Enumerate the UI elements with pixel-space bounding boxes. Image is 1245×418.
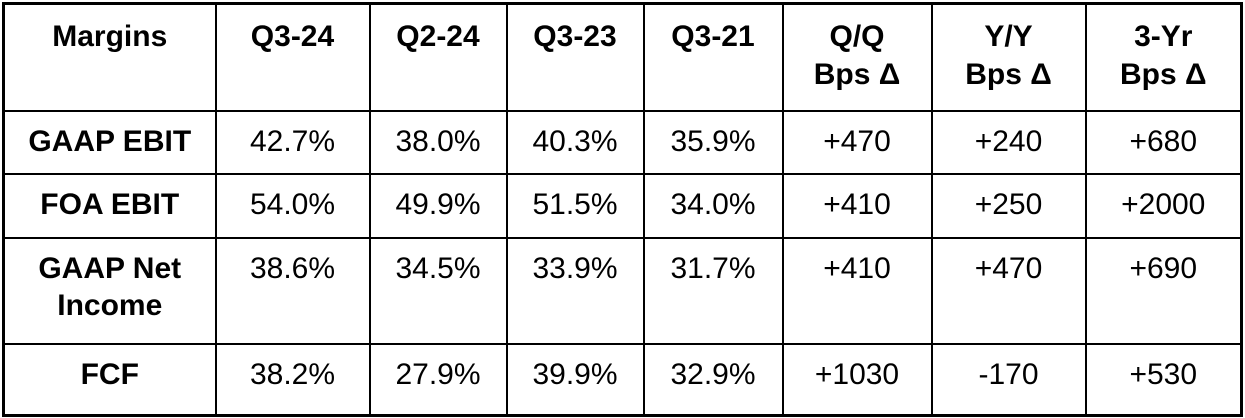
table-cell: +250 [930,172,1087,239]
table-cell: 42.7% [214,109,371,175]
table-cell: 27.9% [368,342,508,417]
column-header-label: Q3-24 [250,20,335,53]
table-cell: 40.3% [505,109,645,175]
table-cell: 39.9% [505,342,645,417]
table-cell: +2000 [1084,172,1243,239]
table-cell: +240 [930,109,1087,175]
table-row-gaap-ebit: GAAP EBIT 42.7% 38.0% 40.3% 35.9% +470 +… [2,109,1243,175]
header-row: Margins Q3-24 Q2-24 Q3-23 Q3-21 [2,2,1243,112]
table-cell: +410 [781,172,933,239]
table-cell: +410 [781,236,933,345]
table-cell: 31.7% [642,236,784,345]
table-cell: 51.5% [505,172,645,239]
column-header-subline: Bps Δ [1119,57,1207,91]
table-cell: +690 [1084,236,1243,345]
column-header-3yr-bps-delta: 3-Yr Bps Δ [1084,2,1243,112]
row-label: GAAP EBIT [2,109,217,175]
column-header-margins: Margins [2,2,217,112]
column-header-q2-24: Q2-24 [368,2,508,112]
table-cell: +530 [1084,342,1243,417]
table-cell: +680 [1084,109,1243,175]
table-cell: 34.5% [368,236,508,345]
table-row-foa-ebit: FOA EBIT 54.0% 49.9% 51.5% 34.0% +410 +2… [2,172,1243,239]
column-header-q3-24: Q3-24 [214,2,371,112]
row-label: FCF [2,342,217,417]
table-row-gaap-net-income: GAAP Net Income 38.6% 34.5% 33.9% 31.7% … [2,236,1243,345]
column-header-label: Q3-21 [671,20,755,53]
table-cell: 35.9% [642,109,784,175]
column-header-label: 3-Yr [1134,20,1193,53]
column-header-subline: Bps Δ [813,57,901,91]
column-header-q3-21: Q3-21 [642,2,784,112]
table-cell: 38.0% [368,109,508,175]
column-header-label: Margins [52,20,168,53]
table-cell: 33.9% [505,236,645,345]
table-cell: +470 [781,109,933,175]
column-header-qq-bps-delta: Q/Q Bps Δ [781,2,933,112]
column-header-subline: Bps Δ [965,57,1052,91]
table-cell: +470 [930,236,1087,345]
table-cell: 32.9% [642,342,784,417]
table-cell: 38.6% [214,236,371,345]
table-cell: 38.2% [214,342,371,417]
row-label: FOA EBIT [2,172,217,239]
table-cell: +1030 [781,342,933,417]
column-header-label: Y/Y [984,20,1033,53]
column-header-q3-23: Q3-23 [505,2,645,112]
table-row-fcf: FCF 38.2% 27.9% 39.9% 32.9% +1030 -170 +… [2,342,1243,417]
column-header-yy-bps-delta: Y/Y Bps Δ [930,2,1087,112]
table-cell: 49.9% [368,172,508,239]
column-header-label: Q2-24 [396,20,480,53]
table-cell: 54.0% [214,172,371,239]
column-header-label: Q/Q [829,20,885,53]
table-cell: 34.0% [642,172,784,239]
table-cell: -170 [930,342,1087,417]
column-header-label: Q3-23 [533,20,617,53]
row-label: GAAP Net Income [2,236,217,345]
